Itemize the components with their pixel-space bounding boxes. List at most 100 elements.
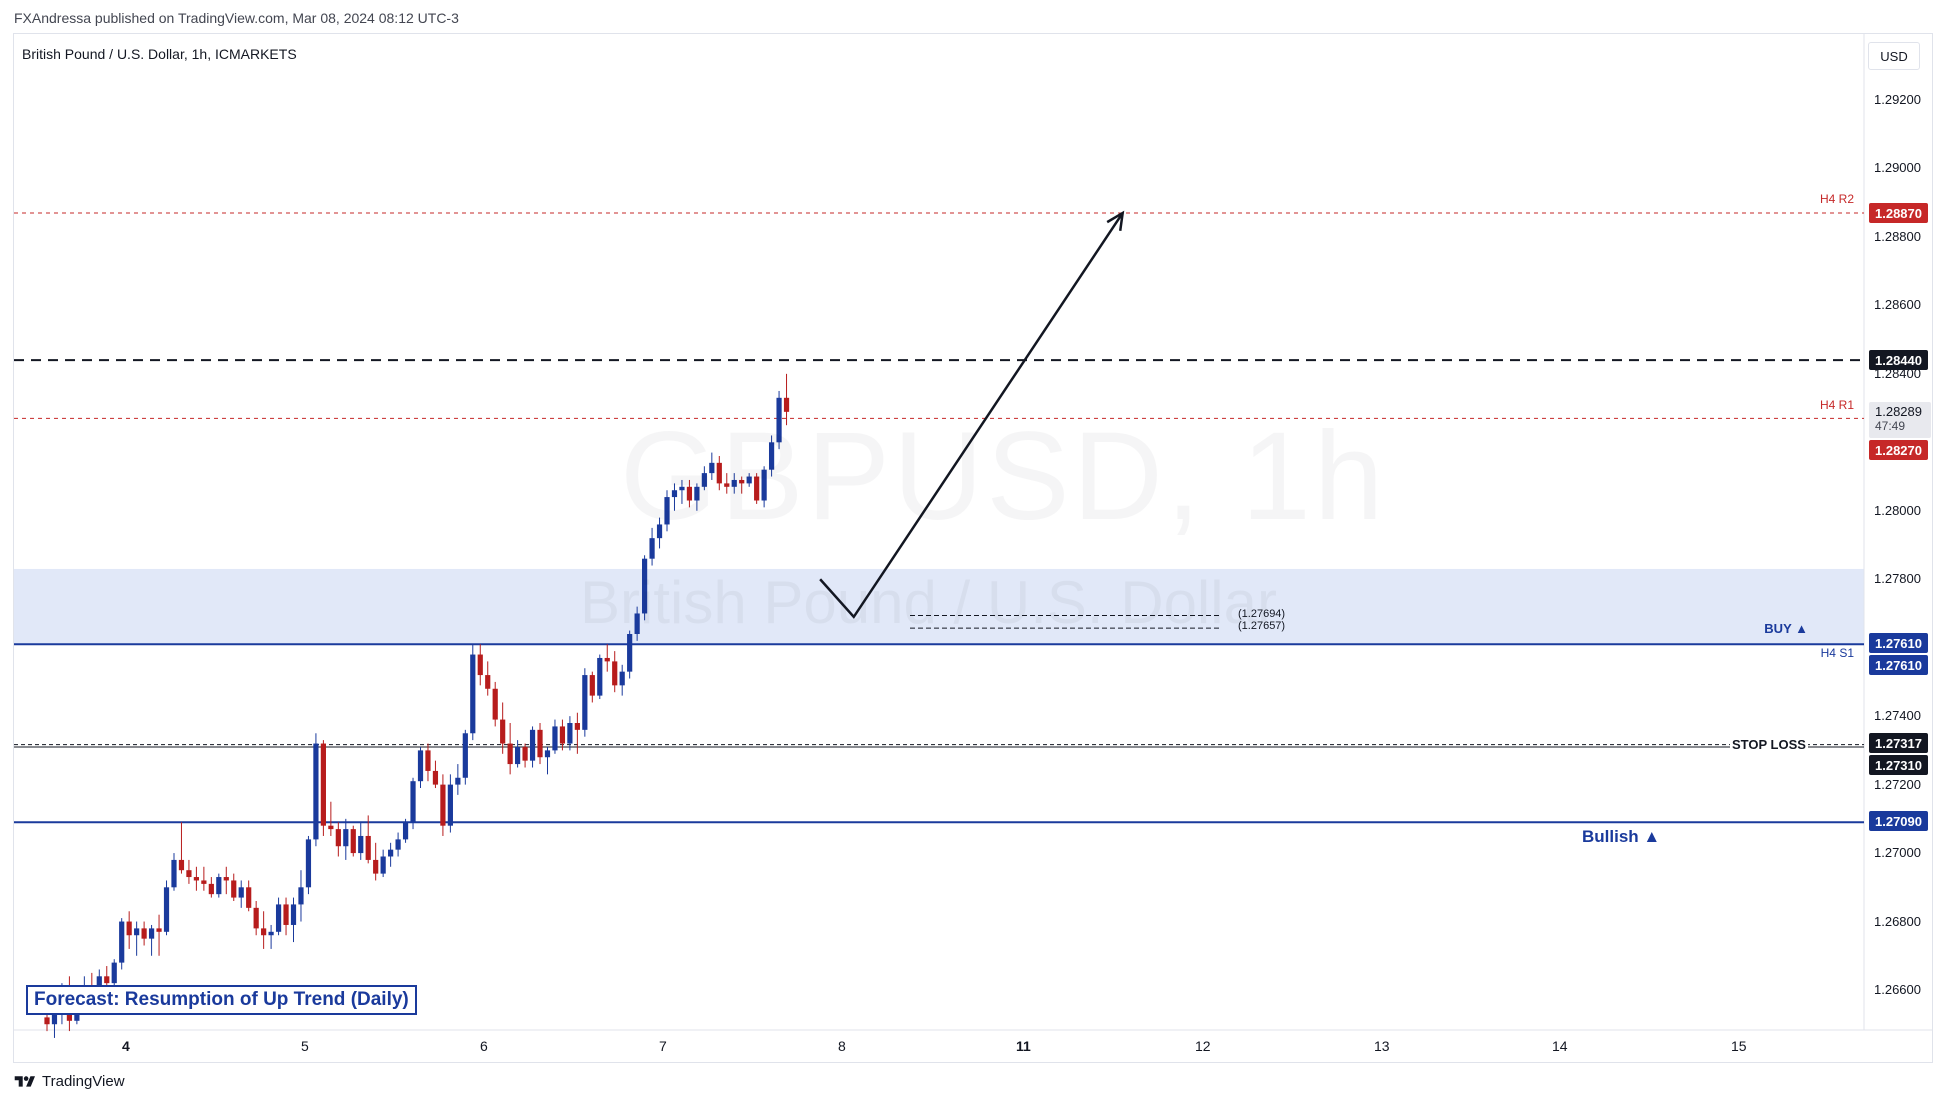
bullish-label: Bullish ▲	[1582, 827, 1661, 846]
candle	[701, 466, 707, 491]
candle-body	[716, 462, 722, 484]
candle	[604, 644, 610, 672]
candle	[417, 746, 424, 789]
candle	[186, 859, 192, 884]
candle	[537, 723, 543, 765]
candle	[589, 671, 595, 703]
candle-body	[238, 887, 244, 898]
time-tick-label: 13	[1374, 1038, 1390, 1054]
candle	[776, 390, 782, 450]
candle	[754, 473, 760, 504]
candle	[477, 644, 483, 686]
candle	[612, 651, 618, 693]
candle	[709, 452, 715, 480]
projection-path	[819, 212, 1124, 619]
candle	[343, 818, 349, 860]
candle	[298, 870, 304, 922]
candle-body	[761, 469, 767, 501]
candle	[253, 901, 259, 936]
candle	[432, 760, 439, 789]
candle-body	[686, 486, 693, 501]
candle-body	[776, 397, 782, 443]
candle-body	[597, 657, 603, 696]
candle-body	[208, 883, 214, 895]
time-tick-label: 7	[659, 1038, 667, 1054]
candle-body	[111, 962, 117, 984]
time-tick-label: 12	[1195, 1038, 1211, 1054]
candle	[328, 801, 334, 836]
candle-body	[44, 1017, 50, 1025]
candle-body	[223, 877, 229, 881]
candle-body	[604, 657, 610, 662]
candle-body	[574, 723, 580, 730]
candle-body	[395, 839, 401, 850]
candle-body	[612, 661, 618, 686]
candle	[313, 733, 319, 847]
candle-body	[298, 887, 304, 905]
candle-body	[283, 904, 289, 925]
last-price-value: 1.28289	[1875, 404, 1922, 419]
projection-arrow-head	[1106, 210, 1125, 231]
price-tick-label: 1.28000	[1874, 502, 1921, 518]
candle	[388, 842, 394, 867]
forecast-note[interactable]: Forecast: Resumption of Up Trend (Daily)	[26, 985, 417, 1015]
candle	[395, 832, 401, 857]
candle	[627, 630, 633, 679]
candle-body	[783, 397, 790, 412]
candle-body	[709, 462, 715, 474]
price-tick-label: 1.26600	[1874, 982, 1921, 997]
candle-body	[96, 976, 102, 994]
candle	[522, 743, 528, 768]
candle-body	[552, 726, 558, 751]
candle-body	[231, 880, 237, 898]
candle	[238, 880, 244, 908]
currency-button[interactable]: USD	[1868, 42, 1920, 70]
candle-body	[731, 479, 737, 487]
symbol-title[interactable]: British Pound / U.S. Dollar, 1h, ICMARKE…	[22, 46, 297, 62]
candle	[104, 966, 110, 987]
candle	[350, 825, 356, 857]
candle-body	[328, 825, 334, 830]
candle	[201, 866, 207, 891]
candle	[410, 777, 416, 830]
bar-countdown: 47:49	[1875, 419, 1906, 433]
watermark-name: British Pound / U.S. Dollar	[580, 568, 1277, 637]
candle-body	[634, 613, 640, 634]
footer-brand[interactable]: TradingView	[14, 1073, 125, 1090]
candle	[649, 527, 655, 566]
candle	[470, 644, 476, 741]
candle-body	[559, 726, 566, 744]
candle	[290, 897, 297, 943]
candle-body	[148, 928, 155, 939]
candle-body	[358, 835, 364, 854]
candle	[462, 729, 468, 785]
candle	[163, 880, 170, 936]
candle-body	[253, 907, 259, 929]
candle-body	[313, 743, 319, 840]
candle-body	[432, 770, 439, 785]
candle	[283, 897, 289, 936]
candle	[485, 661, 491, 696]
candle	[208, 877, 214, 898]
time-tick-label: 4	[122, 1038, 130, 1054]
tradingview-logo-icon	[14, 1075, 35, 1087]
candle-body	[134, 928, 140, 936]
h4-r2-price-tag: 1.28870	[1869, 203, 1928, 223]
candle	[358, 822, 364, 860]
last-price-tag: 1.28289 47:49	[1869, 402, 1931, 438]
candle-body	[246, 887, 252, 908]
bullish-price-tag: 1.27090	[1869, 811, 1928, 831]
candle	[425, 743, 431, 782]
candle	[746, 473, 752, 487]
candle-body	[529, 729, 536, 761]
candle-body	[275, 904, 282, 932]
candle-body	[455, 777, 461, 785]
h4-r1-label: H4 R1	[1819, 398, 1854, 412]
footer-brand-text: TradingView	[42, 1073, 125, 1090]
time-tick-label: 8	[838, 1038, 846, 1054]
candle	[447, 774, 453, 833]
candle	[141, 921, 147, 946]
candle	[582, 668, 588, 737]
candle-body	[373, 859, 379, 874]
